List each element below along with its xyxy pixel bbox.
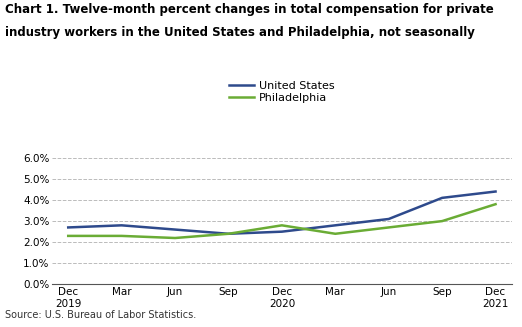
United States bbox=[492, 190, 499, 194]
Philadelphia bbox=[226, 232, 232, 236]
Philadelphia bbox=[172, 236, 178, 240]
United States bbox=[439, 196, 445, 200]
United States bbox=[65, 226, 72, 230]
Philadelphia bbox=[439, 219, 445, 223]
United States bbox=[118, 223, 125, 227]
United States bbox=[226, 232, 232, 236]
Philadelphia bbox=[332, 232, 338, 236]
Line: United States: United States bbox=[68, 192, 495, 234]
Text: Source: U.S. Bureau of Labor Statistics.: Source: U.S. Bureau of Labor Statistics. bbox=[5, 310, 196, 320]
Line: Philadelphia: Philadelphia bbox=[68, 204, 495, 238]
Philadelphia bbox=[386, 226, 392, 230]
United States bbox=[172, 228, 178, 232]
United States bbox=[332, 223, 338, 227]
Text: Chart 1. Twelve-month percent changes in total compensation for private: Chart 1. Twelve-month percent changes in… bbox=[5, 3, 494, 16]
Philadelphia bbox=[492, 202, 499, 206]
Text: industry workers in the United States and Philadelphia, not seasonally: industry workers in the United States an… bbox=[5, 26, 475, 39]
Philadelphia bbox=[279, 223, 285, 227]
United States bbox=[279, 230, 285, 233]
Philadelphia bbox=[118, 234, 125, 238]
Philadelphia bbox=[65, 234, 72, 238]
United States bbox=[386, 217, 392, 221]
Legend: United States, Philadelphia: United States, Philadelphia bbox=[229, 81, 335, 103]
